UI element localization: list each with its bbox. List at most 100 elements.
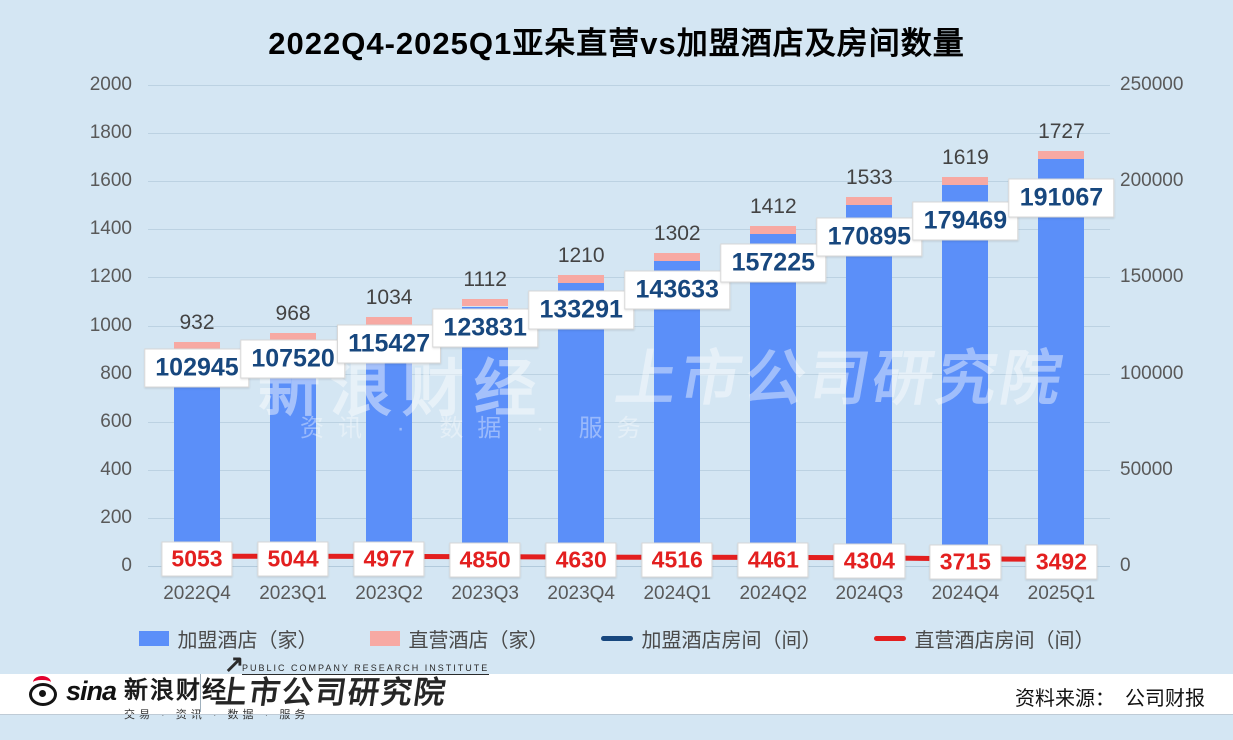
arrow-up-icon: ↗ bbox=[224, 651, 245, 678]
gridline bbox=[148, 229, 1110, 231]
gridline bbox=[148, 85, 1110, 86]
direct-rooms-label: 4461 bbox=[737, 542, 809, 578]
direct-rooms-label: 4977 bbox=[353, 541, 425, 577]
gridline bbox=[148, 517, 1110, 519]
legend-item: 直营酒店（家） bbox=[369, 624, 549, 653]
source-value: 公司财报 bbox=[1125, 688, 1205, 710]
x-axis-tick: 2024Q4 bbox=[931, 583, 1000, 604]
y-axis-right-tick: 200000 bbox=[1120, 170, 1184, 192]
legend-label: 加盟酒店（家） bbox=[177, 630, 318, 652]
x-axis-tick: 2024Q3 bbox=[835, 583, 904, 604]
pcri-logo: ↗ PUBLIC COMPANY RESEARCH INSTITUTE 上市公司… bbox=[213, 651, 490, 710]
footer-divider bbox=[200, 674, 201, 712]
legend-label: 直营酒店房间（间） bbox=[914, 630, 1095, 652]
legend-swatch-bar bbox=[138, 631, 169, 646]
franchise-rooms-label: 133291 bbox=[528, 290, 634, 330]
bar-franchise-hotels bbox=[846, 205, 893, 566]
bar-direct-hotels bbox=[846, 197, 893, 206]
sina-wordmark: sina bbox=[66, 676, 117, 706]
legend-item: 直营酒店房间（间） bbox=[873, 624, 1095, 653]
franchise-rooms-label: 170895 bbox=[816, 217, 923, 257]
direct-rooms-label: 4516 bbox=[641, 542, 713, 578]
y-axis-left-tick: 1400 bbox=[89, 218, 132, 240]
bar-total-label: 1727 bbox=[1038, 119, 1085, 143]
bar-total-label: 1302 bbox=[653, 221, 701, 245]
bar-franchise-hotels bbox=[1038, 158, 1085, 566]
legend-label: 直营酒店（家） bbox=[408, 630, 549, 652]
x-axis-tick: 2023Q3 bbox=[451, 583, 519, 604]
direct-rooms-label: 3715 bbox=[929, 544, 1001, 580]
bar-total-label: 1412 bbox=[749, 195, 797, 219]
footer-bottom-line bbox=[0, 714, 1233, 715]
direct-rooms-label: 4850 bbox=[449, 542, 521, 578]
sina-tagline: 交易 · 资讯 · 数据 · 服务 bbox=[124, 709, 310, 721]
direct-rooms-label: 5053 bbox=[161, 541, 233, 577]
direct-rooms-line bbox=[197, 553, 1062, 562]
source-label: 资料来源： bbox=[1015, 688, 1115, 710]
bar-total-label: 1034 bbox=[365, 286, 413, 310]
franchise-rooms-label: 179469 bbox=[912, 201, 1019, 241]
legend-swatch-line bbox=[873, 636, 906, 641]
footer-bar: sina 新浪财经 交易 · 资讯 · 数据 · 服务 ↗ PUBLIC COM… bbox=[0, 651, 1233, 721]
franchise-rooms-label: 143633 bbox=[624, 270, 730, 310]
franchise-rooms-label: 123831 bbox=[432, 308, 538, 348]
bar-franchise-hotels bbox=[366, 325, 413, 566]
y-axis-right-tick: 150000 bbox=[1120, 266, 1184, 288]
direct-rooms-label: 4304 bbox=[833, 543, 905, 579]
chart-legend: 加盟酒店（家） 直营酒店（家） 加盟酒店房间（间） 直营酒店房间（间） bbox=[0, 624, 1233, 653]
direct-rooms-label: 3492 bbox=[1025, 544, 1098, 580]
sina-eye-icon bbox=[28, 676, 58, 708]
y-axis-left-tick: 0 bbox=[121, 555, 132, 576]
franchise-rooms-label: 102945 bbox=[144, 348, 250, 388]
data-source: 资料来源： 公司财报 bbox=[1015, 682, 1205, 711]
chart-title: 2022Q4-2025Q1亚朵直营vs加盟酒店及房间数量 bbox=[268, 26, 965, 61]
direct-rooms-label: 4630 bbox=[545, 542, 617, 578]
bar-total-label: 1619 bbox=[942, 145, 989, 169]
y-axis-left-tick: 400 bbox=[100, 458, 132, 480]
sina-finance-wordmark: 新浪财经 bbox=[124, 677, 229, 704]
x-axis-tick: 2023Q4 bbox=[547, 583, 615, 604]
legend-swatch-bar bbox=[369, 631, 400, 646]
y-axis-left-tick: 200 bbox=[100, 506, 132, 528]
gridline bbox=[148, 566, 1110, 567]
bar-direct-hotels bbox=[942, 176, 989, 185]
y-axis-left-tick: 2000 bbox=[89, 74, 132, 95]
pcri-english-label: PUBLIC COMPANY RESEARCH INSTITUTE bbox=[242, 663, 490, 675]
bar-direct-hotels bbox=[270, 333, 317, 342]
x-axis-tick: 2024Q2 bbox=[739, 583, 808, 604]
bar-franchise-hotels bbox=[654, 260, 701, 566]
y-axis-left-tick: 800 bbox=[100, 362, 132, 384]
bar-direct-hotels bbox=[750, 226, 797, 235]
franchise-rooms-label: 107520 bbox=[240, 339, 346, 379]
x-axis-tick: 2023Q2 bbox=[355, 583, 423, 604]
gridline bbox=[148, 373, 1110, 375]
y-axis-left-tick: 600 bbox=[100, 410, 132, 432]
gridline bbox=[148, 181, 1110, 183]
franchise-rooms-label: 191067 bbox=[1008, 178, 1115, 218]
gridline bbox=[148, 133, 1110, 135]
gridline bbox=[148, 421, 1110, 423]
x-axis-tick: 2025Q1 bbox=[1027, 583, 1096, 604]
y-axis-right-tick: 250000 bbox=[1120, 74, 1184, 95]
bar-direct-hotels bbox=[558, 274, 605, 283]
pcri-wordmark: 上市公司研究院 bbox=[213, 675, 450, 710]
legend-label: 加盟酒店房间（间） bbox=[641, 630, 822, 652]
franchise-rooms-label: 157225 bbox=[720, 243, 827, 283]
y-axis-right-tick: 0 bbox=[1120, 555, 1131, 576]
franchise-rooms-label: 115427 bbox=[337, 324, 442, 364]
bar-total-label: 1112 bbox=[463, 267, 507, 291]
bar-direct-hotels bbox=[1038, 150, 1085, 159]
bar-franchise-hotels bbox=[558, 282, 605, 566]
y-axis-left-tick: 1600 bbox=[89, 170, 132, 192]
bar-direct-hotels bbox=[366, 317, 413, 326]
bar-franchise-hotels bbox=[462, 306, 509, 566]
legend-item: 加盟酒店（家） bbox=[138, 624, 318, 653]
bar-franchise-hotels bbox=[942, 184, 989, 566]
y-axis-left-tick: 1000 bbox=[89, 314, 132, 336]
sina-logo: sina 新浪财经 交易 · 资讯 · 数据 · 服务 bbox=[28, 676, 305, 721]
bar-total-label: 968 bbox=[275, 302, 311, 326]
gridline bbox=[148, 469, 1110, 471]
y-axis-right-tick: 50000 bbox=[1120, 458, 1173, 480]
legend-item: 加盟酒店房间（间） bbox=[600, 624, 822, 653]
